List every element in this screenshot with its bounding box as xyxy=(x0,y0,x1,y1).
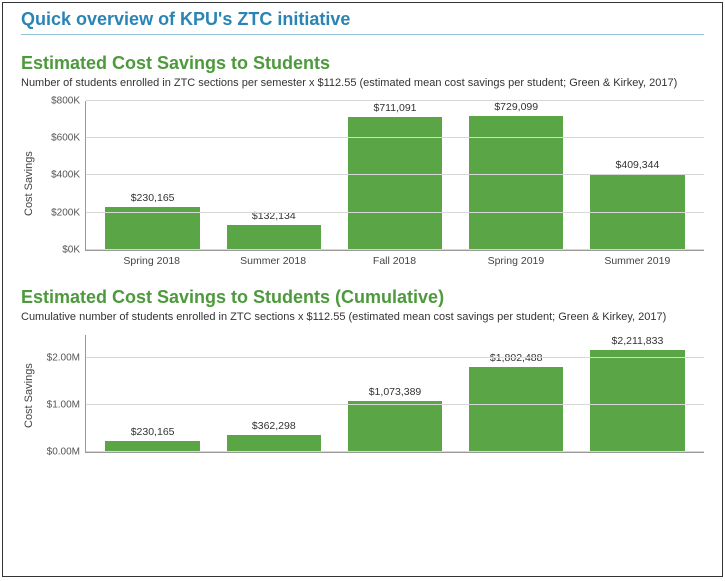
bar xyxy=(348,401,443,451)
ytick-label: $400K xyxy=(51,170,86,181)
chart2-subtitle: Cumulative number of students enrolled i… xyxy=(21,310,704,325)
gridline xyxy=(86,249,704,250)
bar-slot: $2,211,833 xyxy=(577,335,698,452)
bar-value-label: $230,165 xyxy=(131,426,175,438)
chart2-xaxis xyxy=(85,453,704,457)
chart2-bars: $230,165 $362,298 $1,073,389 $1,802,488 $2,2… xyxy=(86,335,704,452)
bar-value-label: $2,211,833 xyxy=(612,335,664,347)
chart-cost-savings: Estimated Cost Savings to Students Numbe… xyxy=(21,53,704,267)
bar xyxy=(590,350,685,452)
page-container: Quick overview of KPU's ZTC initiative E… xyxy=(2,2,723,577)
chart1-plot: $230,165 $132,134 $711,091 $729,099 $409,344… xyxy=(37,101,704,267)
chart2-plot: $230,165 $362,298 $1,073,389 $1,802,488 $2,2… xyxy=(37,335,704,457)
ytick-label: $0.00M xyxy=(47,446,86,457)
xtick-label: Spring 2019 xyxy=(455,255,576,267)
ytick-label: $600K xyxy=(51,133,86,144)
bar xyxy=(469,367,564,451)
gridline xyxy=(86,451,704,452)
bar-slot: $230,165 xyxy=(92,101,213,250)
gridline xyxy=(86,137,704,138)
chart1-plot-wrap: Cost Savings $230,165 $132,134 $711,091 $72… xyxy=(21,101,704,267)
chart2-grid: $230,165 $362,298 $1,073,389 $1,802,488 $2,2… xyxy=(85,335,704,453)
ytick-label: $200K xyxy=(51,207,86,218)
chart2-title: Estimated Cost Savings to Students (Cumu… xyxy=(21,287,704,308)
xtick-label: Summer 2018 xyxy=(212,255,333,267)
bar-value-label: $711,091 xyxy=(374,102,417,114)
bar xyxy=(227,435,322,452)
bar-slot: $1,073,389 xyxy=(334,335,455,452)
gridline xyxy=(86,404,704,405)
gridline xyxy=(86,100,704,101)
ytick-label: $2.00M xyxy=(47,353,86,364)
chart2-ylabel: Cost Savings xyxy=(21,335,37,457)
xtick-label: Summer 2019 xyxy=(577,255,698,267)
gridline xyxy=(86,357,704,358)
chart1-title: Estimated Cost Savings to Students xyxy=(21,53,704,74)
bar-value-label: $1,073,389 xyxy=(369,386,422,398)
chart2-plot-wrap: Cost Savings $230,165$362,298$1,073,389$… xyxy=(21,335,704,457)
bar-slot: $1,802,488 xyxy=(456,335,577,452)
chart1-bars: $230,165 $132,134 $711,091 $729,099 $409,344 xyxy=(86,101,704,250)
chart1-xaxis: Spring 2018Summer 2018Fall 2018Spring 20… xyxy=(85,251,704,267)
ytick-label: $800K xyxy=(51,95,86,106)
ytick-label: $1.00M xyxy=(47,399,86,410)
bar-value-label: $729,099 xyxy=(494,101,538,113)
bar-slot: $711,091 xyxy=(334,101,455,250)
bar-value-label: $1,802,488 xyxy=(490,352,543,364)
bar-slot: $409,344 xyxy=(577,101,698,250)
xtick-label: Spring 2018 xyxy=(91,255,212,267)
chart-cumulative-savings: Estimated Cost Savings to Students (Cumu… xyxy=(21,287,704,457)
bar-slot: $729,099 xyxy=(456,101,577,250)
chart1-ylabel: Cost Savings xyxy=(21,101,37,267)
bar-slot: $230,165 xyxy=(92,335,213,452)
bar-value-label: $409,344 xyxy=(616,159,660,171)
ytick-label: $0K xyxy=(62,244,86,255)
chart1-subtitle: Number of students enrolled in ZTC secti… xyxy=(21,76,704,91)
bar xyxy=(227,225,322,250)
bar-value-label: $362,298 xyxy=(252,420,296,432)
bar-slot: $132,134 xyxy=(213,101,334,250)
page-title: Quick overview of KPU's ZTC initiative xyxy=(21,9,704,34)
bar xyxy=(105,207,200,250)
gridline xyxy=(86,174,704,175)
title-rule xyxy=(21,34,704,35)
gridline xyxy=(86,212,704,213)
bar-slot: $362,298 xyxy=(213,335,334,452)
chart1-grid: $230,165 $132,134 $711,091 $729,099 $409,344… xyxy=(85,101,704,251)
bar xyxy=(469,116,564,250)
xtick-label: Fall 2018 xyxy=(334,255,455,267)
bar-value-label: $230,165 xyxy=(131,192,175,204)
